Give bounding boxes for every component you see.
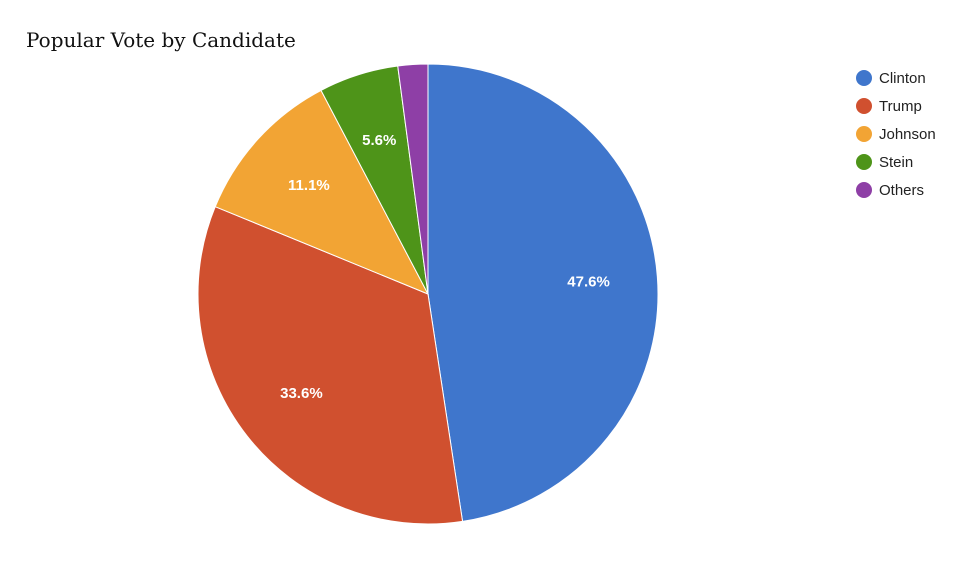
pie-slice-trump (197, 205, 464, 525)
legend-swatch-stein (856, 154, 872, 170)
slice-label-stein: 5.6% (362, 132, 396, 149)
legend-item-johnson: Johnson (856, 120, 936, 148)
legend-item-others: Others (856, 176, 936, 204)
legend-label-others: Others (879, 181, 925, 199)
legend-swatch-johnson (856, 126, 872, 142)
pie-slice-others (397, 63, 429, 295)
pie-slice-labels: 47.6% 33.6% 11.1% 5.6% (280, 132, 610, 402)
legend-label-johnson: Johnson (879, 125, 936, 143)
slice-label-clinton: 47.6% (567, 273, 610, 290)
legend-label-stein: Stein (879, 153, 914, 171)
slice-label-johnson: 11.1% (288, 177, 330, 194)
legend-label-clinton: Clinton (879, 69, 926, 87)
pie-slice-clinton (427, 63, 659, 522)
legend-item-clinton: Clinton (856, 64, 936, 92)
pie-slices (197, 63, 659, 525)
legend-swatch-trump (856, 98, 872, 114)
legend-item-trump: Trump (856, 92, 936, 120)
legend-swatch-clinton (856, 70, 872, 86)
chart-title: Popular Vote by Candidate (26, 28, 296, 52)
chart-legend: Clinton Trump Johnson Stein Others (856, 64, 936, 204)
slice-label-trump: 33.6% (280, 385, 323, 402)
legend-label-trump: Trump (879, 97, 922, 115)
pie-slice-johnson (214, 89, 430, 295)
legend-item-stein: Stein (856, 148, 936, 176)
legend-swatch-others (856, 182, 872, 198)
